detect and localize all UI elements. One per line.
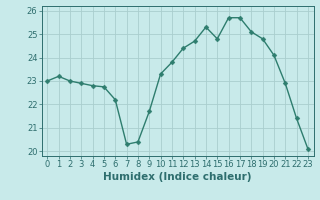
X-axis label: Humidex (Indice chaleur): Humidex (Indice chaleur) (103, 172, 252, 182)
